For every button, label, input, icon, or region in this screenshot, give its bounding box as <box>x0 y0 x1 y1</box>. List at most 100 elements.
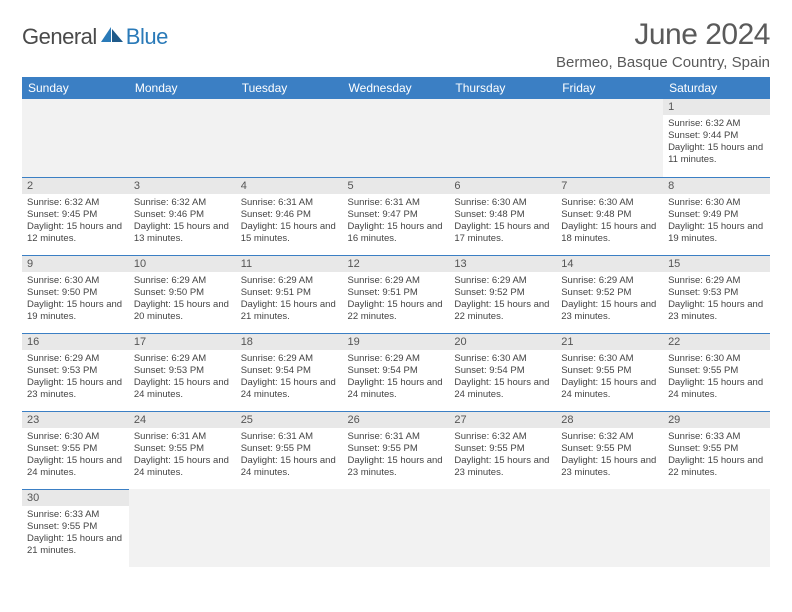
day-data: Sunrise: 6:31 AMSunset: 9:55 PMDaylight:… <box>343 428 450 481</box>
weekday-header: Saturday <box>663 77 770 99</box>
day-data: Sunrise: 6:31 AMSunset: 9:46 PMDaylight:… <box>236 194 343 247</box>
calendar-cell: 9Sunrise: 6:30 AMSunset: 9:50 PMDaylight… <box>22 255 129 333</box>
sunrise-line: Sunrise: 6:29 AM <box>348 275 445 287</box>
day-data: Sunrise: 6:29 AMSunset: 9:54 PMDaylight:… <box>236 350 343 403</box>
sunrise-line: Sunrise: 6:29 AM <box>348 353 445 365</box>
calendar-cell: 11Sunrise: 6:29 AMSunset: 9:51 PMDayligh… <box>236 255 343 333</box>
calendar-cell: 15Sunrise: 6:29 AMSunset: 9:53 PMDayligh… <box>663 255 770 333</box>
sunrise-line: Sunrise: 6:31 AM <box>241 431 338 443</box>
day-number: 25 <box>236 411 343 428</box>
sunset-line: Sunset: 9:45 PM <box>27 209 124 221</box>
calendar-cell: 4Sunrise: 6:31 AMSunset: 9:46 PMDaylight… <box>236 177 343 255</box>
day-data: Sunrise: 6:29 AMSunset: 9:52 PMDaylight:… <box>449 272 556 325</box>
calendar-week-row: 23Sunrise: 6:30 AMSunset: 9:55 PMDayligh… <box>22 411 770 489</box>
sunrise-line: Sunrise: 6:32 AM <box>561 431 658 443</box>
sunset-line: Sunset: 9:54 PM <box>454 365 551 377</box>
day-data: Sunrise: 6:31 AMSunset: 9:55 PMDaylight:… <box>236 428 343 481</box>
sunset-line: Sunset: 9:50 PM <box>134 287 231 299</box>
calendar-cell: 23Sunrise: 6:30 AMSunset: 9:55 PMDayligh… <box>22 411 129 489</box>
calendar-cell: 26Sunrise: 6:31 AMSunset: 9:55 PMDayligh… <box>343 411 450 489</box>
daylight-line: Daylight: 15 hours and 23 minutes. <box>561 299 658 323</box>
calendar-cell <box>663 489 770 567</box>
calendar-cell: 30Sunrise: 6:33 AMSunset: 9:55 PMDayligh… <box>22 489 129 567</box>
day-data: Sunrise: 6:32 AMSunset: 9:55 PMDaylight:… <box>556 428 663 481</box>
sunset-line: Sunset: 9:55 PM <box>348 443 445 455</box>
day-number: 21 <box>556 333 663 350</box>
sunrise-line: Sunrise: 6:32 AM <box>134 197 231 209</box>
day-data: Sunrise: 6:30 AMSunset: 9:55 PMDaylight:… <box>663 350 770 403</box>
day-number: 11 <box>236 255 343 272</box>
sunset-line: Sunset: 9:46 PM <box>134 209 231 221</box>
daylight-line: Daylight: 15 hours and 18 minutes. <box>561 221 658 245</box>
calendar-cell: 12Sunrise: 6:29 AMSunset: 9:51 PMDayligh… <box>343 255 450 333</box>
sunset-line: Sunset: 9:49 PM <box>668 209 765 221</box>
daylight-line: Daylight: 15 hours and 15 minutes. <box>241 221 338 245</box>
daylight-line: Daylight: 15 hours and 23 minutes. <box>348 455 445 479</box>
day-number-empty <box>343 489 450 507</box>
day-number-empty <box>556 99 663 117</box>
day-number: 29 <box>663 411 770 428</box>
calendar-cell: 13Sunrise: 6:29 AMSunset: 9:52 PMDayligh… <box>449 255 556 333</box>
sunset-line: Sunset: 9:55 PM <box>668 443 765 455</box>
sunset-line: Sunset: 9:53 PM <box>134 365 231 377</box>
header: General Blue June 2024 Bermeo, Basque Co… <box>22 18 770 71</box>
daylight-line: Daylight: 15 hours and 17 minutes. <box>454 221 551 245</box>
day-number: 4 <box>236 177 343 194</box>
weekday-header: Wednesday <box>343 77 450 99</box>
daylight-line: Daylight: 15 hours and 23 minutes. <box>27 377 124 401</box>
sunrise-line: Sunrise: 6:30 AM <box>454 353 551 365</box>
sunset-line: Sunset: 9:44 PM <box>668 130 765 142</box>
daylight-line: Daylight: 15 hours and 24 minutes. <box>454 377 551 401</box>
day-data: Sunrise: 6:30 AMSunset: 9:54 PMDaylight:… <box>449 350 556 403</box>
day-number: 22 <box>663 333 770 350</box>
daylight-line: Daylight: 15 hours and 24 minutes. <box>241 455 338 479</box>
sunrise-line: Sunrise: 6:29 AM <box>241 275 338 287</box>
calendar-week-row: 2Sunrise: 6:32 AMSunset: 9:45 PMDaylight… <box>22 177 770 255</box>
calendar-cell <box>129 489 236 567</box>
weekday-header: Friday <box>556 77 663 99</box>
daylight-line: Daylight: 15 hours and 24 minutes. <box>134 455 231 479</box>
daylight-line: Daylight: 15 hours and 13 minutes. <box>134 221 231 245</box>
sunrise-line: Sunrise: 6:32 AM <box>454 431 551 443</box>
calendar-cell: 29Sunrise: 6:33 AMSunset: 9:55 PMDayligh… <box>663 411 770 489</box>
day-data: Sunrise: 6:30 AMSunset: 9:48 PMDaylight:… <box>449 194 556 247</box>
day-number-empty <box>22 99 129 117</box>
day-number-empty <box>449 489 556 507</box>
calendar-week-row: 30Sunrise: 6:33 AMSunset: 9:55 PMDayligh… <box>22 489 770 567</box>
day-number: 15 <box>663 255 770 272</box>
logo: General Blue <box>22 18 168 50</box>
sunrise-line: Sunrise: 6:29 AM <box>134 353 231 365</box>
daylight-line: Daylight: 15 hours and 20 minutes. <box>134 299 231 323</box>
calendar-cell: 10Sunrise: 6:29 AMSunset: 9:50 PMDayligh… <box>129 255 236 333</box>
calendar-cell <box>22 99 129 177</box>
day-data: Sunrise: 6:30 AMSunset: 9:55 PMDaylight:… <box>22 428 129 481</box>
sunrise-line: Sunrise: 6:30 AM <box>561 353 658 365</box>
calendar-cell: 16Sunrise: 6:29 AMSunset: 9:53 PMDayligh… <box>22 333 129 411</box>
daylight-line: Daylight: 15 hours and 19 minutes. <box>668 221 765 245</box>
sunrise-line: Sunrise: 6:32 AM <box>27 197 124 209</box>
calendar-cell <box>343 489 450 567</box>
daylight-line: Daylight: 15 hours and 24 minutes. <box>241 377 338 401</box>
weekday-header: Thursday <box>449 77 556 99</box>
day-number-empty <box>449 99 556 117</box>
sunset-line: Sunset: 9:55 PM <box>27 521 124 533</box>
calendar-cell: 17Sunrise: 6:29 AMSunset: 9:53 PMDayligh… <box>129 333 236 411</box>
day-number: 24 <box>129 411 236 428</box>
day-number: 6 <box>449 177 556 194</box>
day-data: Sunrise: 6:32 AMSunset: 9:45 PMDaylight:… <box>22 194 129 247</box>
day-number: 26 <box>343 411 450 428</box>
sunset-line: Sunset: 9:54 PM <box>241 365 338 377</box>
sunrise-line: Sunrise: 6:31 AM <box>348 197 445 209</box>
calendar-cell <box>236 99 343 177</box>
day-data: Sunrise: 6:32 AMSunset: 9:55 PMDaylight:… <box>449 428 556 481</box>
title-block: June 2024 Bermeo, Basque Country, Spain <box>556 18 770 71</box>
month-title: June 2024 <box>556 18 770 52</box>
sunrise-line: Sunrise: 6:29 AM <box>27 353 124 365</box>
sunrise-line: Sunrise: 6:30 AM <box>27 431 124 443</box>
daylight-line: Daylight: 15 hours and 22 minutes. <box>454 299 551 323</box>
daylight-line: Daylight: 15 hours and 11 minutes. <box>668 142 765 166</box>
calendar-cell: 2Sunrise: 6:32 AMSunset: 9:45 PMDaylight… <box>22 177 129 255</box>
day-data: Sunrise: 6:29 AMSunset: 9:52 PMDaylight:… <box>556 272 663 325</box>
calendar-page: General Blue June 2024 Bermeo, Basque Co… <box>0 0 792 577</box>
day-number: 8 <box>663 177 770 194</box>
